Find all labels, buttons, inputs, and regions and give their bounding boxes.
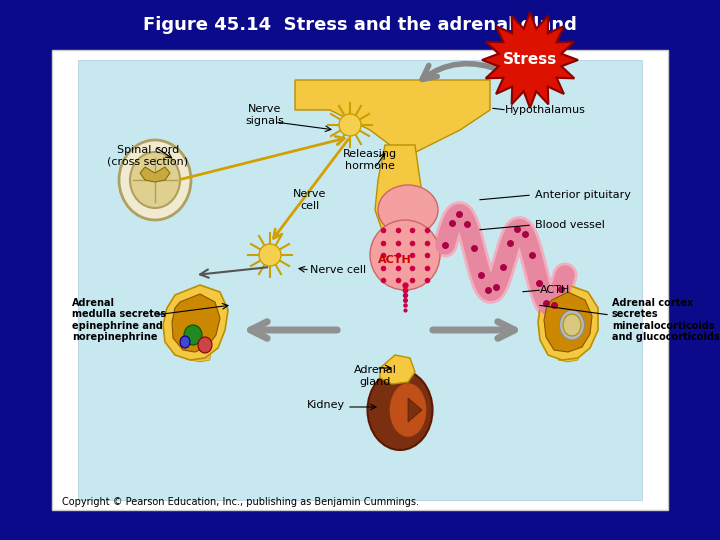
Ellipse shape (370, 220, 440, 290)
Text: Adrenal
medulla secretes
epinephrine and
norepinephrine: Adrenal medulla secretes epinephrine and… (72, 298, 166, 342)
Polygon shape (538, 285, 598, 360)
Polygon shape (163, 285, 228, 360)
Ellipse shape (130, 152, 180, 208)
Text: Nerve
cell: Nerve cell (293, 189, 327, 211)
Text: Spinal cord
(cross section): Spinal cord (cross section) (107, 145, 189, 167)
Text: Hypothalamus: Hypothalamus (505, 105, 586, 115)
Polygon shape (482, 12, 578, 108)
Polygon shape (172, 294, 220, 352)
Polygon shape (190, 292, 215, 362)
Ellipse shape (367, 370, 433, 450)
Text: Kidney: Kidney (307, 400, 345, 410)
Text: Copyright © Pearson Education, Inc., publishing as Benjamin Cummings.: Copyright © Pearson Education, Inc., pub… (62, 497, 419, 507)
Text: Adrenal cortex
secretes
mineralocorticoids
and glucocorticoids: Adrenal cortex secretes mineralocorticoi… (612, 298, 720, 342)
Text: Stress: Stress (503, 52, 557, 68)
Polygon shape (380, 355, 415, 384)
Ellipse shape (119, 140, 191, 220)
Polygon shape (408, 398, 422, 422)
Text: Adrenal
gland: Adrenal gland (354, 365, 397, 387)
Polygon shape (558, 292, 583, 362)
Text: Nerve
signals: Nerve signals (246, 104, 284, 126)
Text: Figure 45.14  Stress and the adrenal gland: Figure 45.14 Stress and the adrenal glan… (143, 16, 577, 34)
Text: Anterior pituitary: Anterior pituitary (535, 190, 631, 200)
Ellipse shape (378, 185, 438, 235)
Polygon shape (544, 292, 592, 352)
Ellipse shape (389, 382, 427, 437)
Text: ACTH: ACTH (540, 285, 570, 295)
Ellipse shape (180, 336, 190, 348)
Text: ACTH: ACTH (378, 255, 412, 265)
Ellipse shape (198, 337, 212, 353)
Polygon shape (375, 145, 425, 240)
Polygon shape (295, 80, 490, 155)
FancyBboxPatch shape (52, 50, 668, 510)
Polygon shape (140, 167, 170, 182)
FancyBboxPatch shape (78, 60, 642, 500)
Text: Releasing
hormone: Releasing hormone (343, 149, 397, 171)
Ellipse shape (259, 244, 281, 266)
Ellipse shape (563, 314, 581, 336)
Text: Nerve cell: Nerve cell (310, 265, 366, 275)
Ellipse shape (184, 325, 202, 345)
Ellipse shape (559, 310, 585, 340)
Ellipse shape (339, 114, 361, 136)
Text: Blood vessel: Blood vessel (535, 220, 605, 230)
